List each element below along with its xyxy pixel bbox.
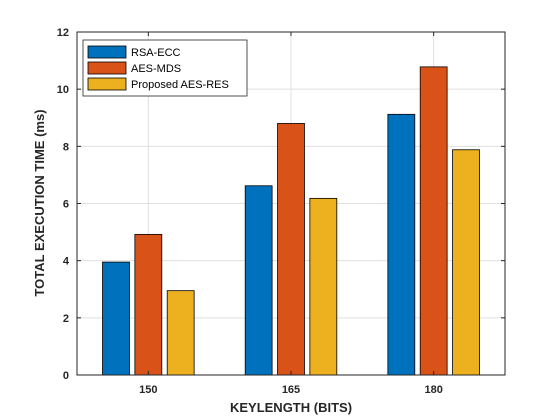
legend: RSA-ECC AES-MDS Proposed AES-RES bbox=[82, 39, 248, 97]
bar-aes-mds-165 bbox=[277, 123, 305, 376]
x-axis-title: KEYLENGTH (BITS) bbox=[230, 400, 352, 415]
bar-aes-mds-180 bbox=[419, 66, 448, 376]
y-tick-label: 8 bbox=[63, 141, 69, 153]
legend-label: Proposed AES-RES bbox=[131, 79, 229, 91]
bars bbox=[102, 66, 480, 376]
bar-rsa-ecc-180 bbox=[387, 113, 416, 376]
legend-label: AES-MDS bbox=[131, 63, 181, 75]
legend-swatch bbox=[87, 61, 127, 75]
y-tick-label: 2 bbox=[63, 313, 69, 325]
y-axis-title: TOTAL EXECUTION TIME (ms) bbox=[32, 109, 47, 296]
legend-swatch bbox=[87, 45, 127, 59]
bar-aes-mds-150 bbox=[134, 233, 163, 376]
y-tick-label: 12 bbox=[57, 27, 69, 39]
bar-proposed-aes-res-150 bbox=[166, 290, 195, 376]
bar-proposed-aes-res-180 bbox=[452, 149, 480, 376]
bar-proposed-aes-res-165 bbox=[309, 197, 338, 376]
y-tick-label: 10 bbox=[57, 84, 69, 96]
bar-rsa-ecc-165 bbox=[244, 185, 273, 376]
x-tick-label: 150 bbox=[139, 384, 157, 396]
ticks bbox=[77, 31, 505, 376]
tick-labels: 0 2 4 6 8 10 12 150 165 180 bbox=[57, 27, 443, 396]
legend-swatch bbox=[87, 77, 127, 91]
y-tick-label: 6 bbox=[63, 199, 69, 211]
x-tick-label: 180 bbox=[424, 384, 442, 396]
y-tick-label: 4 bbox=[63, 256, 70, 268]
x-tick-label: 165 bbox=[282, 384, 300, 396]
y-tick-label: 0 bbox=[63, 370, 69, 382]
legend-label: RSA-ECC bbox=[131, 47, 181, 59]
bar-rsa-ecc-150 bbox=[102, 261, 130, 376]
